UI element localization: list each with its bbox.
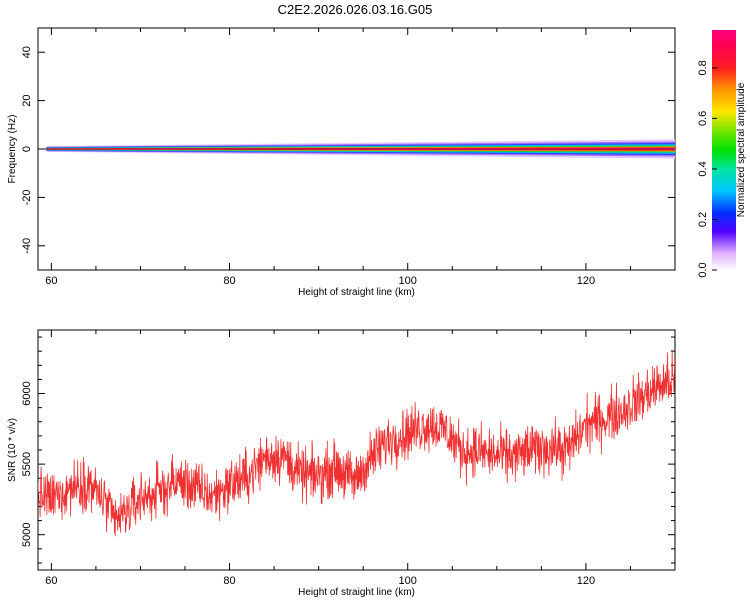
snr-y-tick-label: 6000 [21, 381, 33, 405]
snr-y-tick-label: 5500 [21, 452, 33, 476]
spec-x-tick-label: 60 [45, 275, 57, 287]
spec-y-tick-label: -20 [21, 189, 33, 205]
snr-x-tick-label: 60 [45, 575, 57, 587]
spec-y-tick-label: -40 [21, 238, 33, 254]
spec-y-tick-label: 40 [21, 46, 33, 58]
spec-x-tick-label: 100 [399, 275, 417, 287]
snr-panel: 60 80 100 120 5000 5500 6000 Height of straight… [7, 329, 676, 598]
spec-y-tick-label: 20 [21, 94, 33, 106]
snr-x-tick-label: 80 [223, 575, 235, 587]
snr-series-line [38, 349, 675, 537]
spec-x-axis-label: Height of straight line (km) [298, 287, 415, 298]
snr-y-tick-label: 5000 [21, 522, 33, 546]
colorbar-tick-label: 0.4 [697, 161, 709, 176]
snr-y-axis-label: SNR (10 * v/v) [7, 418, 18, 482]
snr-frame [37, 329, 676, 571]
colorbar-label: Normalized spectral amplitude [736, 82, 747, 217]
snr-x-axis-label: Height of straight line (km) [298, 587, 415, 598]
spec-y-axis-label: Frequency (Hz) [7, 115, 18, 184]
colorbar-tick-label: 0.2 [697, 212, 709, 227]
colorbar-tick-label: 0.8 [697, 60, 709, 75]
colorbar-tick-label: 0.0 [697, 262, 709, 277]
spec-y-tick-label: 0 [21, 146, 33, 152]
spectrogram-panel: 60 80 100 120 40 20 0 -20 -40 Height of straight … [7, 27, 676, 298]
colorbar-tick-label: 0.6 [697, 111, 709, 126]
colorbar-gradient [712, 30, 736, 270]
colorbar: 0.0 0.2 0.4 0.6 0.8 Normalized spectral ampli… [697, 30, 747, 278]
snr-x-tick-label: 120 [577, 575, 595, 587]
chart-title: C2E2.2026.026.03.16.G05 [278, 2, 433, 17]
snr-x-tick-label: 100 [399, 575, 417, 587]
spec-x-tick-label: 120 [577, 275, 595, 287]
spec-x-tick-label: 80 [223, 275, 235, 287]
